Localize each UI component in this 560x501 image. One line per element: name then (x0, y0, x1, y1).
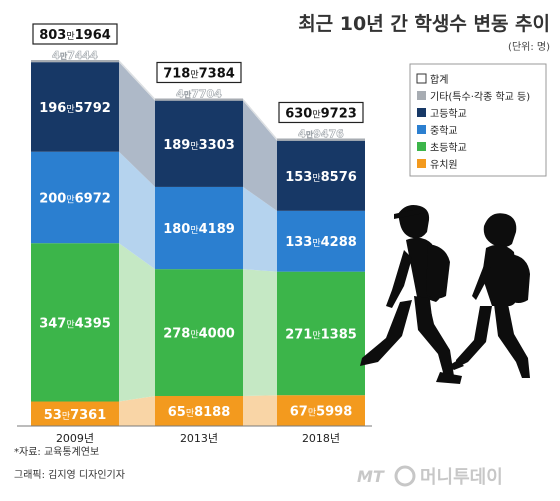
connector-band (243, 100, 277, 211)
segment-label: 200만6972 (39, 191, 111, 206)
bar-segment (155, 269, 243, 397)
legend-entry: 초등학교 (430, 142, 467, 154)
segment-label: 196만5792 (39, 101, 111, 116)
connector-band (119, 151, 155, 270)
connector-band (119, 62, 155, 187)
total-label-box (32, 23, 118, 45)
connector-bands (119, 60, 277, 426)
legend-entry: 기타(특수·각종 학교 등) (430, 91, 530, 103)
total-label: 718만7384 (163, 66, 235, 81)
total-labels: 803만1964 718만7384 630만9723 (32, 23, 364, 124)
bar-segment (31, 60, 119, 63)
bar-segment (155, 100, 243, 187)
legend-entry: 중학교 (430, 125, 458, 137)
connector-band (119, 243, 155, 402)
legend-swatch (417, 91, 426, 100)
segment-label: 271만1385 (285, 327, 357, 342)
segment-label: 133만4288 (285, 235, 357, 250)
legend-swatch (417, 159, 426, 168)
legend-box (409, 63, 547, 177)
bar-segment (277, 271, 365, 396)
x-tick-label: 2018년 (302, 432, 340, 445)
legend-swatch (416, 73, 427, 84)
segment-label: 180만4189 (163, 222, 235, 237)
legend-entry: 합계 (430, 74, 448, 86)
segment-label: 4만7444 (52, 49, 98, 62)
segment-labels: 53만7361 347만4395 200만6972 196만5792 4만7444 65만… (39, 49, 357, 423)
total-label: 630만9723 (285, 106, 357, 121)
connector-band (243, 98, 277, 141)
connector-band (119, 60, 155, 101)
segment-label: 278만4000 (163, 327, 235, 342)
bar-segment (31, 401, 119, 426)
segment-label: 53만7361 (44, 408, 107, 423)
segment-label: 4만9476 (298, 127, 344, 140)
bar-segments (31, 60, 365, 426)
bar-segment (155, 186, 243, 270)
connector-band (119, 396, 155, 426)
legend-swatch (417, 142, 426, 151)
bar-segment (277, 210, 365, 272)
x-axis-ticks: 2009년 2013년 2018년 (56, 432, 340, 445)
segment-label: 4만7704 (176, 87, 222, 100)
boy-silhouette (360, 205, 462, 384)
logo-name: 머니투데이 (420, 467, 503, 488)
girl-silhouette (448, 213, 530, 378)
connector-band (243, 395, 277, 426)
connector-band (243, 186, 277, 272)
logo-mt: MT (357, 467, 385, 486)
legend-swatch (417, 108, 426, 117)
bar-segment (31, 151, 119, 244)
total-label-box (278, 101, 364, 124)
segment-label: 189만3303 (163, 138, 235, 153)
x-tick-label: 2009년 (56, 432, 94, 445)
chart-title: 최근 10년 간 학생수 변동 추이 (298, 13, 550, 35)
legend-entry: 유치원 (430, 159, 458, 171)
bar-segment (155, 396, 243, 426)
connector-band (243, 269, 277, 397)
segment-label: 65만8188 (168, 405, 231, 420)
total-label: 803만1964 (39, 28, 111, 43)
total-label-box (156, 61, 242, 84)
source-note: *자료: 교육통계연보 (14, 446, 99, 458)
segment-label: 153만8576 (285, 170, 357, 185)
segment-label: 347만4395 (39, 316, 111, 331)
graphic-credit: 그래픽: 김지영 디자인기자 (14, 469, 125, 481)
bar-segment (31, 62, 119, 152)
logo-mark-icon (394, 465, 416, 487)
students-silhouette (360, 205, 530, 384)
bar-segment (31, 243, 119, 402)
bar-segment (277, 138, 365, 141)
bar-segment (277, 140, 365, 211)
segment-label: 67만5998 (290, 405, 353, 420)
bar-segment (155, 98, 243, 101)
x-tick-label: 2013년 (180, 432, 218, 445)
unit-label: (단위: 명) (508, 40, 550, 53)
bar-segment (277, 395, 365, 426)
legend-entry: 고등학교 (430, 108, 467, 120)
legend-swatch (417, 125, 426, 134)
publisher-logo: MT 머니투데이 (357, 465, 503, 488)
